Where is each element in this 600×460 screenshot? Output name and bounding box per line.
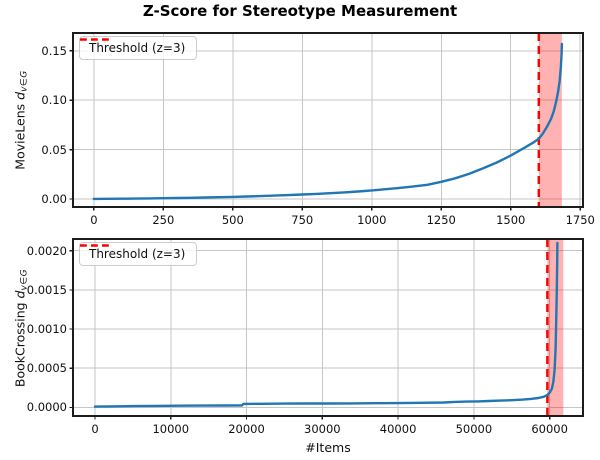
x-tick-label: 60000 bbox=[531, 422, 568, 436]
y-tick-label: 0.0010 bbox=[26, 322, 67, 337]
y-tick-label: 0.0015 bbox=[26, 282, 67, 297]
series-line bbox=[92, 42, 564, 201]
x-tick-label: 1000 bbox=[357, 213, 387, 227]
x-tick-label: 1250 bbox=[426, 213, 456, 227]
x-tick-label: 750 bbox=[291, 213, 314, 227]
y-tick-label: 0.00 bbox=[41, 192, 67, 207]
x-tick-label: 1750 bbox=[565, 213, 595, 227]
y-axis-label-text: MovieLens bbox=[12, 99, 28, 170]
legend-label: Threshold (z=3) bbox=[89, 247, 186, 261]
y-tick-label: 0.0020 bbox=[26, 243, 67, 258]
x-tick-label: 1500 bbox=[496, 213, 526, 227]
plot-border bbox=[72, 32, 584, 208]
x-tick-label: 30000 bbox=[304, 422, 341, 436]
dashed-line-icon bbox=[80, 38, 112, 41]
bookcrossing-subplot: BookCrossing dv∈G Threshold (z=3) 0 10000… bbox=[13, 238, 584, 436]
x-tick-label: 500 bbox=[221, 213, 244, 227]
legend-label: Threshold (z=3) bbox=[89, 41, 186, 55]
x-tick-label: 0 bbox=[90, 213, 98, 227]
x-axis-label: #Items bbox=[305, 440, 351, 455]
figure-title: Z-Score for Stereotype Measurement bbox=[142, 2, 458, 20]
y-tick-label: 0.0000 bbox=[26, 400, 67, 415]
x-tick-label: 250 bbox=[152, 213, 175, 227]
x-tick-label: 10000 bbox=[152, 422, 190, 436]
movielens-subplot: MovieLens dv∈G Threshold (z=3) 0 250 500 75… bbox=[13, 32, 595, 227]
y-tick-label: 0.05 bbox=[41, 142, 67, 157]
x-tick-label: 40000 bbox=[379, 422, 417, 436]
y-tick-label: 0.0005 bbox=[26, 361, 67, 376]
threshold-legend: Threshold (z=3) bbox=[79, 242, 198, 266]
x-tick-label: 20000 bbox=[228, 422, 265, 436]
plot-border bbox=[72, 238, 584, 417]
x-tick-label: 0 bbox=[91, 422, 99, 436]
series-line bbox=[93, 241, 559, 408]
x-tick-label: 50000 bbox=[455, 422, 493, 436]
y-tick-label: 0.15 bbox=[41, 43, 67, 58]
y-axis-label-subscript: v∈G bbox=[19, 70, 30, 92]
dashed-line-icon bbox=[80, 244, 112, 247]
threshold-legend: Threshold (z=3) bbox=[79, 36, 198, 60]
y-tick-label: 0.10 bbox=[41, 93, 67, 108]
